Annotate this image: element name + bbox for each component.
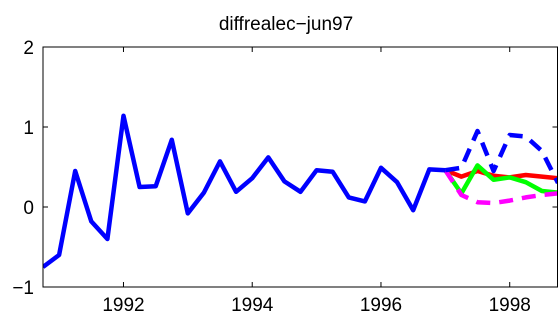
series-line-3 [443,163,558,196]
x-tick-label: 1992 [102,295,144,316]
x-tick-label: 1996 [360,295,402,316]
y-tick-label: −1 [12,278,34,299]
series-line-1 [43,113,446,269]
axes-layer: 1992 1994 1996 1998 −1 0 1 2 [12,38,558,316]
y-tick-label: 1 [23,118,34,139]
y-tick-label: 0 [23,198,34,219]
y-tick-label: 2 [23,38,34,59]
series-line-4 [443,168,558,206]
series-layer [43,113,558,269]
chart-title: diffrealec−jun97 [219,14,353,35]
series-line-5 [444,128,558,185]
x-tick-label: 1994 [231,295,274,316]
x-tick-label: 1998 [489,295,531,316]
